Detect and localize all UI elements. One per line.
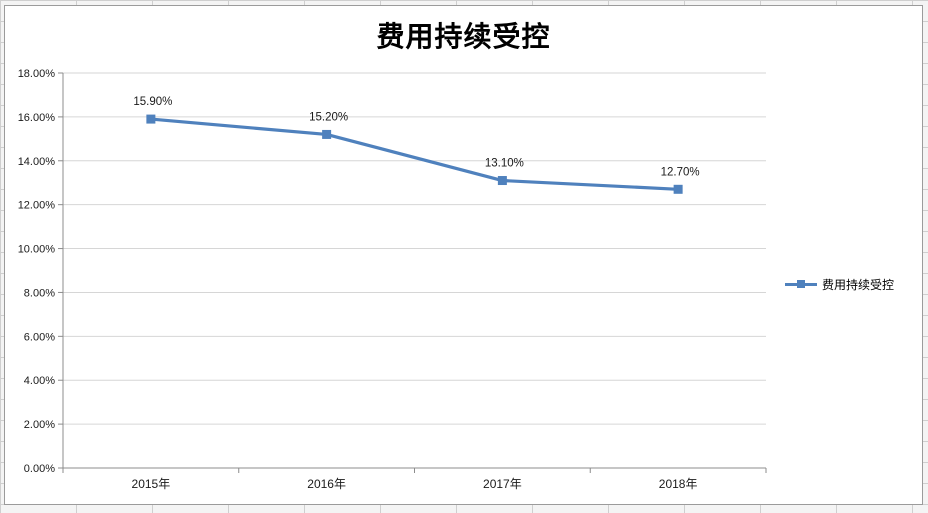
data-point-marker [497,176,507,186]
y-axis-label: 8.00% [24,287,55,299]
data-point-marker [673,184,683,194]
legend-label: 费用持续受控 [822,277,895,292]
data-point-marker [322,129,332,139]
y-axis-label: 18.00% [18,68,56,80]
data-point-marker [146,114,156,124]
x-axis-label: 2017年 [483,477,522,491]
y-axis-label: 16.00% [18,112,56,124]
y-axis-label: 4.00% [24,375,55,387]
y-axis-label: 12.00% [18,200,56,212]
legend[interactable]: 费用持续受控 [785,276,894,292]
legend-line-marker-icon [785,279,817,289]
x-axis-label: 2018年 [659,477,698,491]
series-line [149,117,680,191]
y-axis-label: 6.00% [24,331,55,343]
data-label: 12.70% [661,166,700,178]
y-axis-label: 2.00% [24,419,55,431]
y-axis-label: 10.00% [18,244,56,256]
chart-canvas: 0.00% 2.00% 4.00% 6.00% 8.00% 10.00% 12.00% 14.… [18,68,767,491]
x-axis-label: 2016年 [307,477,346,491]
chart-title: 费用持续受控 [376,22,551,53]
y-axis-label: 0.00% [24,463,55,475]
y-axis-label: 14.00% [18,156,56,168]
x-axis-label: 2015年 [132,477,171,491]
legend-square-icon [797,280,805,288]
data-label: 15.20% [309,111,348,123]
data-label: 13.10% [485,158,524,170]
chart-object[interactable]: 费用持续受控 0.00% 2.00% 4.00% 6.00% 8.00% 10.00% 12… [4,5,923,505]
data-label: 15.90% [133,96,172,108]
